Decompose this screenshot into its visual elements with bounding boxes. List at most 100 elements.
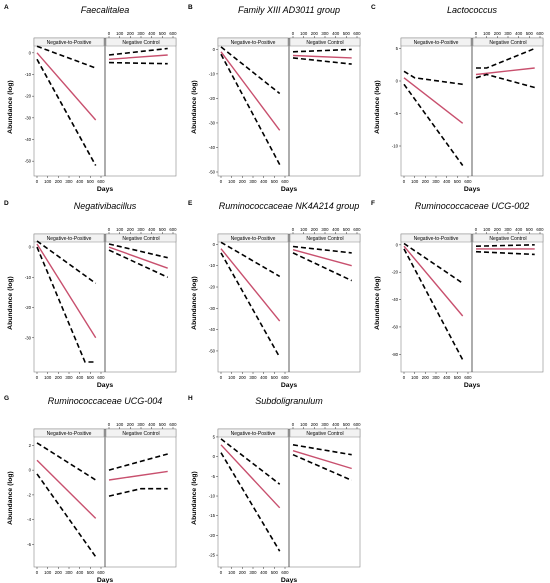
x-tick-label: 200 bbox=[311, 422, 319, 427]
x-tick-label: 400 bbox=[332, 227, 340, 232]
lower-ci-line bbox=[36, 473, 97, 558]
x-tick-label: 0 bbox=[475, 31, 478, 36]
x-tick-label: 500 bbox=[159, 227, 167, 232]
lower-ci-line bbox=[36, 58, 97, 166]
facet-strip bbox=[217, 233, 289, 243]
x-tick-label: 300 bbox=[65, 179, 73, 184]
x-tick-label: 600 bbox=[169, 227, 177, 232]
y-tick-label: -50 bbox=[25, 159, 32, 164]
x-tick-label: 100 bbox=[228, 375, 236, 380]
panel-title: Lactococcus bbox=[447, 5, 498, 15]
y-tick-label: -5 bbox=[394, 111, 398, 116]
y-tick-label: -10 bbox=[209, 494, 216, 499]
x-tick-label: 600 bbox=[353, 227, 361, 232]
y-tick-label: -60 bbox=[392, 324, 399, 329]
x-axis-label: Days bbox=[97, 577, 113, 583]
facet-strip bbox=[217, 37, 289, 47]
x-tick-label: 500 bbox=[271, 375, 279, 380]
panel-title: Subdoligranulum bbox=[255, 396, 323, 406]
y-tick-label: -50 bbox=[209, 170, 216, 175]
x-tick-label: 500 bbox=[343, 31, 351, 36]
x-tick-label: 0 bbox=[292, 227, 295, 232]
x-tick-label: 600 bbox=[464, 375, 472, 380]
y-tick-label: -80 bbox=[392, 352, 399, 357]
y-tick-label: -5 bbox=[211, 474, 215, 479]
x-tick-label: 600 bbox=[97, 179, 105, 184]
x-tick-label: 300 bbox=[432, 375, 440, 380]
y-axis-label: Abundance (log) bbox=[374, 276, 381, 330]
x-tick-label: 400 bbox=[515, 31, 523, 36]
x-tick-label: 400 bbox=[443, 375, 451, 380]
x-tick-label: 100 bbox=[44, 179, 52, 184]
x-tick-label: 500 bbox=[454, 375, 462, 380]
lower-ci-line bbox=[36, 246, 96, 363]
x-axis-label: Days bbox=[97, 186, 113, 193]
fit-line bbox=[108, 246, 168, 269]
x-tick-label: 100 bbox=[483, 31, 491, 36]
x-tick-label: 400 bbox=[76, 179, 84, 184]
panel-title: Ruminococcaceae UCG-002 bbox=[415, 201, 530, 211]
y-axis-label: Abundance (log) bbox=[7, 80, 14, 134]
x-tick-label: 200 bbox=[127, 422, 135, 427]
x-axis-label: Days bbox=[464, 382, 480, 389]
x-tick-label: 600 bbox=[281, 179, 289, 184]
x-tick-label: 100 bbox=[411, 375, 419, 380]
x-tick-label: 200 bbox=[239, 375, 247, 380]
x-tick-label: 500 bbox=[526, 227, 534, 232]
x-tick-label: 0 bbox=[292, 422, 295, 427]
x-tick-label: 400 bbox=[76, 570, 84, 575]
y-tick-label: -40 bbox=[392, 297, 399, 302]
x-tick-label: 200 bbox=[127, 31, 135, 36]
upper-ci-line bbox=[220, 241, 281, 278]
fit-line bbox=[36, 459, 97, 519]
x-tick-label: 300 bbox=[249, 570, 257, 575]
x-tick-label: 300 bbox=[504, 31, 512, 36]
x-tick-label: 600 bbox=[97, 570, 105, 575]
x-tick-label: 200 bbox=[494, 31, 502, 36]
y-tick-label: -50 bbox=[209, 348, 216, 353]
upper-ci-line bbox=[36, 240, 97, 284]
y-tick-label: 2 bbox=[29, 443, 32, 448]
y-axis-label: Abundance (log) bbox=[7, 471, 14, 525]
facet-strip bbox=[400, 37, 472, 47]
x-tick-label: 300 bbox=[321, 227, 329, 232]
x-tick-label: 400 bbox=[148, 227, 156, 232]
x-tick-label: 0 bbox=[475, 227, 478, 232]
lower-ci-line bbox=[108, 61, 168, 65]
x-tick-label: 300 bbox=[504, 227, 512, 232]
upper-ci-line bbox=[292, 444, 352, 456]
x-tick-label: 300 bbox=[432, 179, 440, 184]
y-tick-label: 0 bbox=[29, 245, 32, 250]
facet-strip bbox=[33, 428, 105, 438]
lower-ci-line bbox=[292, 57, 352, 65]
fit-line bbox=[292, 54, 352, 59]
y-tick-label: -30 bbox=[209, 120, 216, 125]
x-tick-label: 100 bbox=[483, 227, 491, 232]
panel-title: Negativibacillus bbox=[74, 201, 137, 211]
lower-ci-line bbox=[220, 452, 281, 552]
facet-strip-label: Negative-to-Positive bbox=[47, 40, 92, 46]
x-tick-label: 600 bbox=[97, 375, 105, 380]
fit-line bbox=[36, 243, 97, 339]
y-tick-label: -2 bbox=[27, 492, 31, 497]
x-tick-label: 0 bbox=[36, 570, 39, 575]
facet-strip-label: Negative-to-Positive bbox=[231, 236, 276, 242]
x-axis-label: Days bbox=[464, 186, 480, 193]
facet-strip bbox=[33, 233, 105, 243]
y-axis-label: Abundance (log) bbox=[7, 276, 14, 330]
y-tick-label: -20 bbox=[392, 270, 399, 275]
x-tick-label: 200 bbox=[239, 179, 247, 184]
x-tick-label: 100 bbox=[44, 375, 52, 380]
x-axis-label: Days bbox=[281, 577, 297, 583]
y-tick-label: -20 bbox=[209, 533, 216, 538]
upper-ci-line bbox=[220, 438, 281, 485]
y-axis-label: Abundance (log) bbox=[191, 276, 198, 330]
x-tick-label: 400 bbox=[443, 179, 451, 184]
lower-ci-line bbox=[292, 453, 353, 482]
y-tick-label: -10 bbox=[25, 275, 32, 280]
x-tick-label: 400 bbox=[260, 570, 268, 575]
y-tick-label: -40 bbox=[209, 327, 216, 332]
upper-ci-line bbox=[108, 243, 168, 259]
fit-line bbox=[220, 248, 281, 322]
lower-ci-line bbox=[108, 487, 168, 497]
